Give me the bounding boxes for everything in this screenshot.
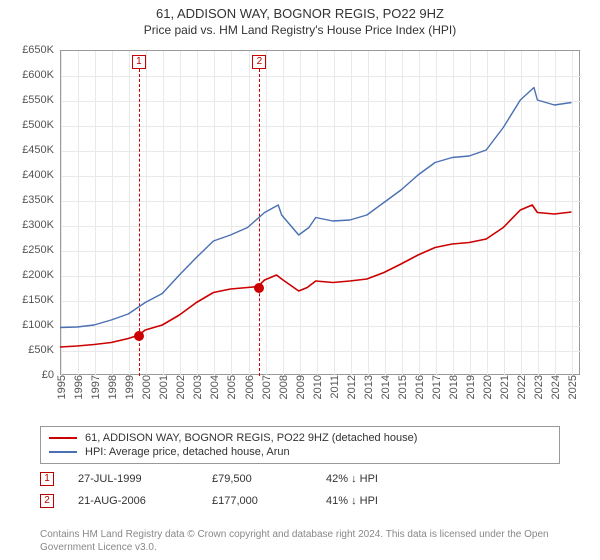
legend-label: HPI: Average price, detached house, Arun bbox=[85, 446, 290, 458]
x-axis-tick-label: 2001 bbox=[158, 375, 170, 415]
y-axis-tick-label: £350K bbox=[4, 194, 54, 206]
x-axis-tick-label: 2017 bbox=[431, 375, 443, 415]
y-axis-tick-label: £550K bbox=[4, 94, 54, 106]
x-axis-tick-label: 2021 bbox=[499, 375, 511, 415]
x-axis-tick-label: 2025 bbox=[567, 375, 579, 415]
x-axis-tick-label: 2007 bbox=[261, 375, 273, 415]
y-axis-tick-label: £0 bbox=[4, 369, 54, 381]
x-axis-tick-label: 2010 bbox=[312, 375, 324, 415]
sale-events-list: 1 27-JUL-1999 £79,500 42% ↓ HPI 2 21-AUG-2006… bbox=[40, 468, 560, 512]
x-axis-tick-label: 2024 bbox=[550, 375, 562, 415]
x-axis-tick-label: 2000 bbox=[141, 375, 153, 415]
y-axis-tick-label: £200K bbox=[4, 269, 54, 281]
legend: 61, ADDISON WAY, BOGNOR REGIS, PO22 9HZ … bbox=[40, 426, 560, 464]
data-attribution-footnote: Contains HM Land Registry data © Crown c… bbox=[40, 529, 580, 554]
y-axis-tick-label: £100K bbox=[4, 319, 54, 331]
x-axis-tick-label: 2015 bbox=[397, 375, 409, 415]
series-line-price_paid bbox=[60, 205, 571, 347]
y-axis-tick-label: £650K bbox=[4, 44, 54, 56]
x-axis-tick-label: 2002 bbox=[175, 375, 187, 415]
x-axis-tick-label: 2022 bbox=[516, 375, 528, 415]
y-axis-tick-label: £150K bbox=[4, 294, 54, 306]
sale-event-index: 1 bbox=[40, 472, 54, 486]
sale-event-date: 21-AUG-2006 bbox=[78, 495, 188, 507]
x-axis-tick-label: 2003 bbox=[192, 375, 204, 415]
y-axis-tick-label: £300K bbox=[4, 219, 54, 231]
chart-lines-svg bbox=[60, 50, 580, 375]
sale-event-date: 27-JUL-1999 bbox=[78, 473, 188, 485]
x-axis-tick-label: 2014 bbox=[380, 375, 392, 415]
y-axis-tick-label: £600K bbox=[4, 69, 54, 81]
x-axis-tick-label: 2020 bbox=[482, 375, 494, 415]
legend-label: 61, ADDISON WAY, BOGNOR REGIS, PO22 9HZ … bbox=[85, 432, 417, 444]
x-axis-tick-label: 2004 bbox=[209, 375, 221, 415]
y-axis-tick-label: £450K bbox=[4, 144, 54, 156]
legend-swatch bbox=[49, 437, 77, 439]
y-axis-tick-label: £50K bbox=[4, 344, 54, 356]
legend-swatch bbox=[49, 451, 77, 453]
x-axis-tick-label: 1995 bbox=[56, 375, 68, 415]
chart-title-block: 61, ADDISON WAY, BOGNOR REGIS, PO22 9HZ … bbox=[0, 0, 600, 37]
x-axis-tick-label: 1999 bbox=[124, 375, 136, 415]
x-axis-tick-label: 2006 bbox=[244, 375, 256, 415]
x-axis-tick-label: 2019 bbox=[465, 375, 477, 415]
series-line-hpi bbox=[60, 88, 571, 328]
x-axis-tick-label: 2013 bbox=[363, 375, 375, 415]
x-axis-tick-label: 2005 bbox=[226, 375, 238, 415]
x-axis-tick-label: 2009 bbox=[295, 375, 307, 415]
x-axis-tick-label: 2023 bbox=[533, 375, 545, 415]
y-axis-tick-label: £500K bbox=[4, 119, 54, 131]
legend-item: HPI: Average price, detached house, Arun bbox=[49, 445, 551, 459]
chart-title-address: 61, ADDISON WAY, BOGNOR REGIS, PO22 9HZ bbox=[0, 6, 600, 21]
sale-event-row: 1 27-JUL-1999 £79,500 42% ↓ HPI bbox=[40, 468, 560, 490]
legend-item: 61, ADDISON WAY, BOGNOR REGIS, PO22 9HZ … bbox=[49, 431, 551, 445]
chart-title-subtitle: Price paid vs. HM Land Registry's House … bbox=[0, 23, 600, 37]
x-axis-tick-label: 1998 bbox=[107, 375, 119, 415]
sale-event-hpi-delta: 42% ↓ HPI bbox=[326, 473, 426, 485]
x-axis-tick-label: 1996 bbox=[73, 375, 85, 415]
chart-plot-area: 12 £0£50K£100K£150K£200K£250K£300K£350K£… bbox=[60, 50, 580, 375]
y-axis-tick-label: £400K bbox=[4, 169, 54, 181]
x-axis-tick-label: 2008 bbox=[278, 375, 290, 415]
y-axis-tick-label: £250K bbox=[4, 244, 54, 256]
x-axis-tick-label: 2016 bbox=[414, 375, 426, 415]
sale-event-price: £79,500 bbox=[212, 473, 302, 485]
sale-event-row: 2 21-AUG-2006 £177,000 41% ↓ HPI bbox=[40, 490, 560, 512]
x-axis-tick-label: 2012 bbox=[346, 375, 358, 415]
x-axis-tick-label: 2018 bbox=[448, 375, 460, 415]
x-axis-tick-label: 1997 bbox=[90, 375, 102, 415]
sale-event-index: 2 bbox=[40, 494, 54, 508]
x-axis-tick-label: 2011 bbox=[329, 375, 341, 415]
sale-event-hpi-delta: 41% ↓ HPI bbox=[326, 495, 426, 507]
sale-event-price: £177,000 bbox=[212, 495, 302, 507]
